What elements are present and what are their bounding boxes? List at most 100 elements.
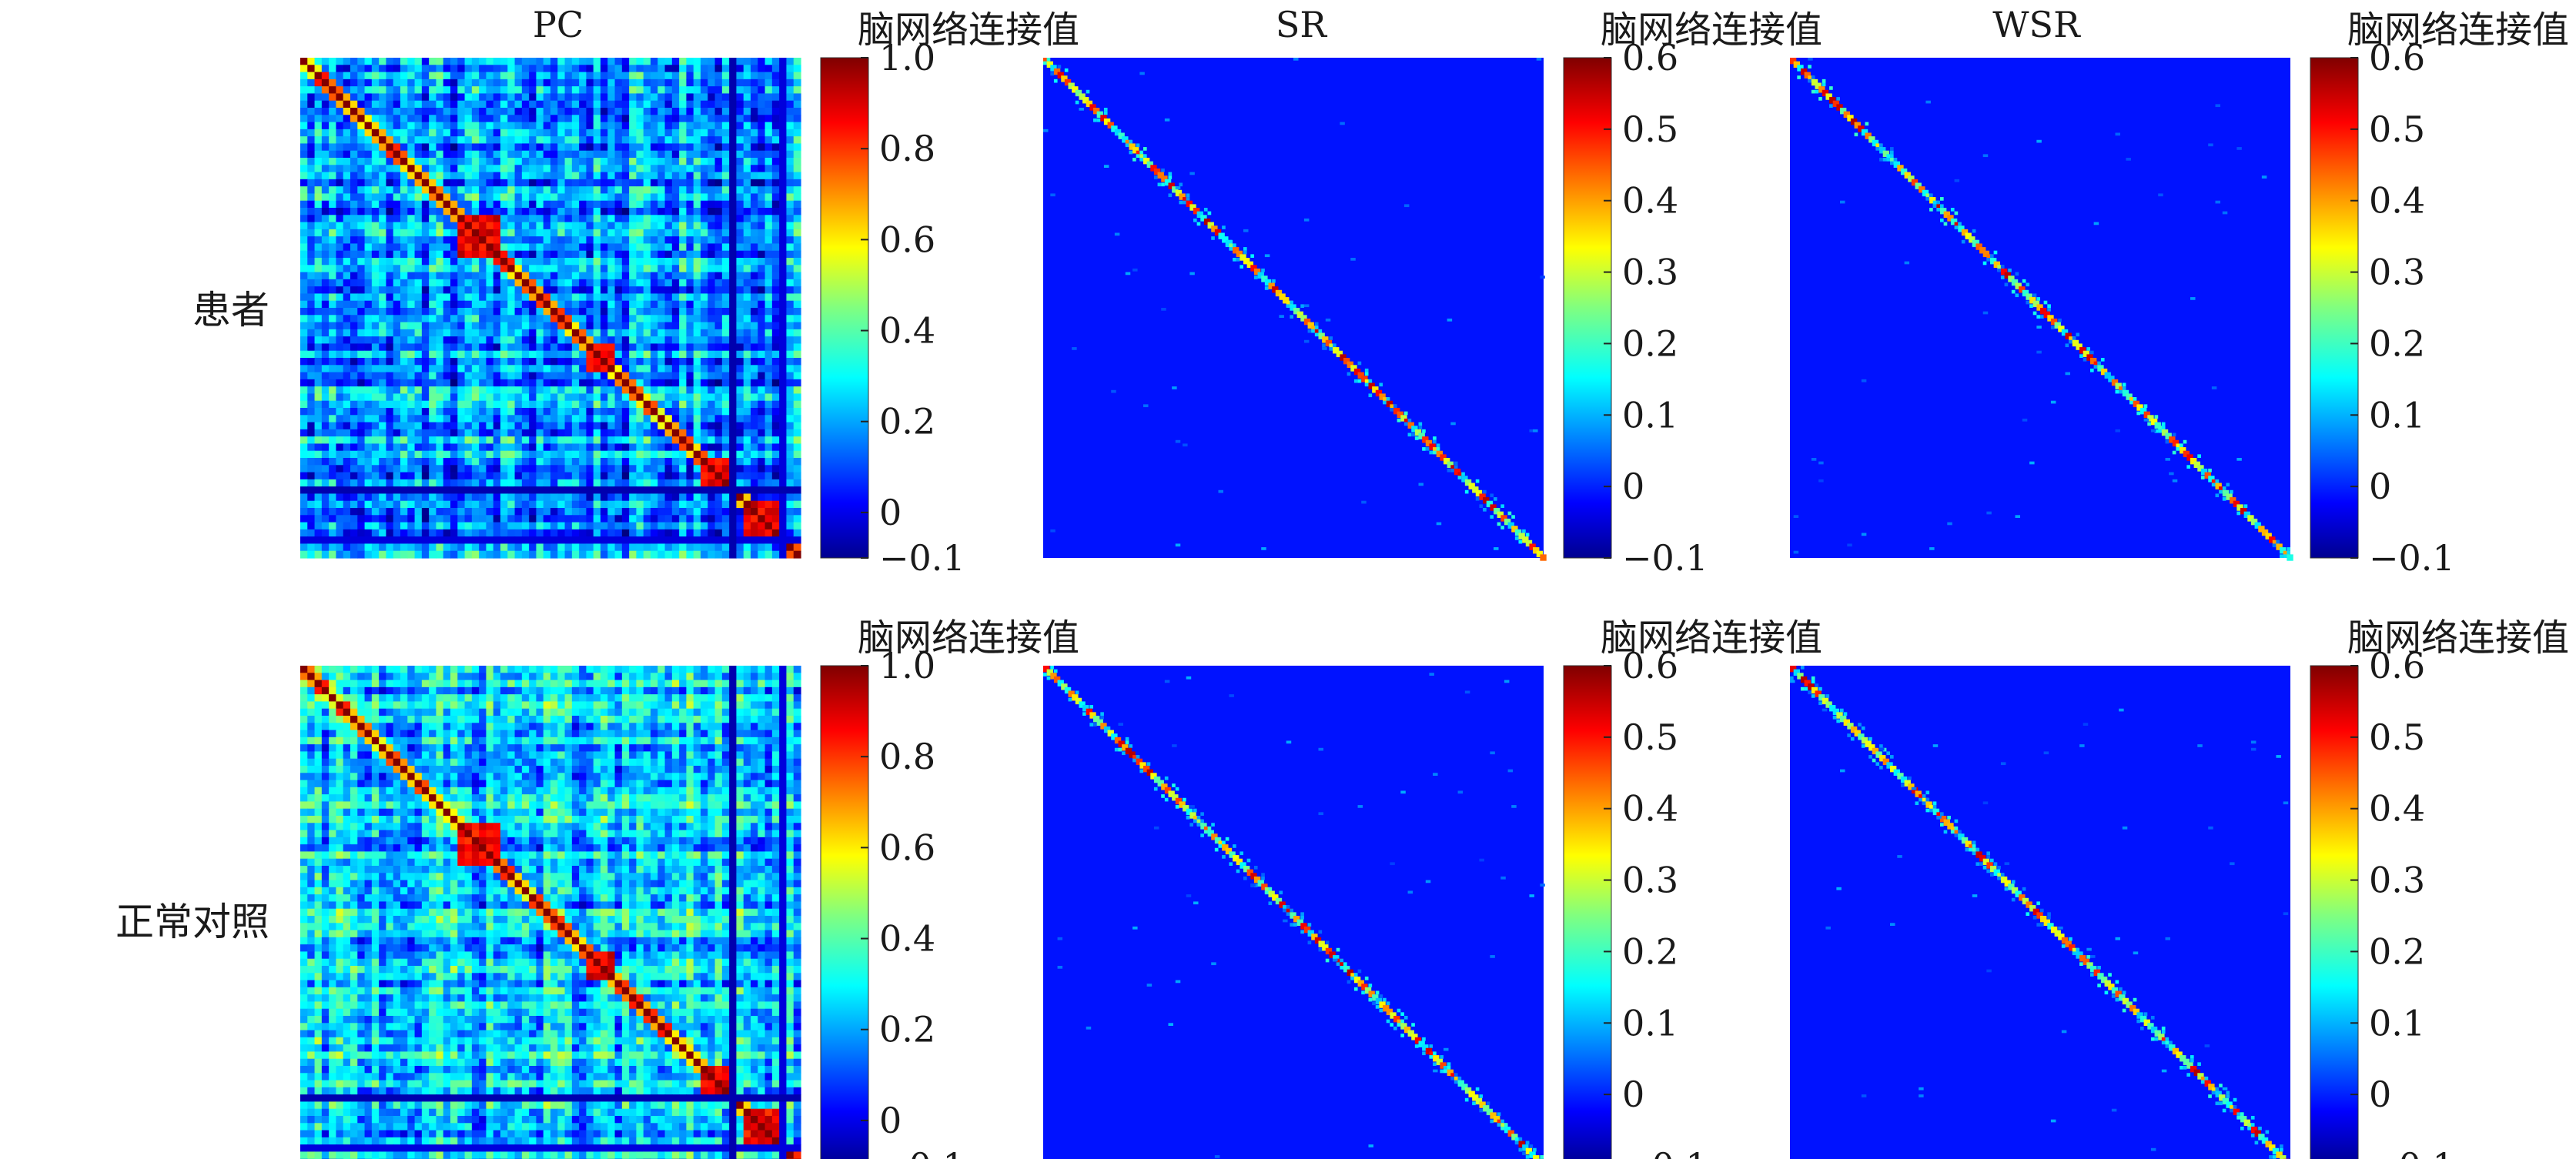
heatmap-cell — [758, 365, 766, 373]
heatmap-cell — [721, 429, 730, 437]
heatmap-cell — [507, 336, 516, 345]
heatmap-cell — [343, 136, 351, 145]
heatmap-cell — [536, 543, 544, 552]
heatmap-cell — [579, 158, 587, 165]
heatmap-cell — [529, 93, 537, 102]
heatmap-cell — [607, 393, 616, 402]
heatmap-cell — [543, 386, 551, 395]
heatmap-cell — [429, 115, 437, 123]
heatmap-cell — [300, 165, 308, 173]
heatmap-cell — [664, 429, 673, 437]
heatmap-cell — [300, 265, 308, 273]
heatmap-cell — [550, 200, 558, 209]
heatmap-cell — [314, 243, 323, 252]
heatmap-cell — [571, 536, 580, 545]
heatmap-cell — [550, 393, 558, 402]
heatmap-cell — [536, 250, 544, 259]
heatmap-cell — [701, 78, 708, 87]
heatmap-cell — [751, 250, 758, 259]
heatmap-cell — [557, 550, 566, 559]
heatmap-cell — [521, 265, 530, 273]
heatmap-cell — [464, 236, 473, 245]
heatmap-cell — [729, 136, 738, 145]
heatmap-cell — [686, 165, 694, 173]
heatmap-cell — [571, 408, 580, 416]
heatmap-cell — [1179, 193, 1186, 200]
heatmap-cell — [493, 543, 501, 552]
heatmap-cell — [708, 115, 716, 123]
heatmap-cell — [601, 93, 608, 102]
heatmap-cell — [550, 465, 558, 473]
heatmap-cell — [721, 415, 730, 423]
heatmap-cell — [686, 336, 694, 345]
heatmap-cell — [343, 222, 351, 230]
heatmap-cell — [379, 336, 387, 345]
heatmap-cell — [364, 258, 373, 266]
heatmap-cell — [571, 179, 580, 187]
heatmap-cell — [314, 315, 323, 323]
heatmap-cell — [686, 243, 694, 252]
heatmap-cell — [607, 308, 616, 316]
heatmap-cell — [400, 243, 408, 252]
heatmap-cell — [386, 229, 394, 237]
heatmap-cell — [407, 343, 416, 352]
heatmap-cell — [336, 300, 344, 309]
heatmap-cell — [500, 115, 508, 123]
heatmap-cell — [400, 236, 408, 245]
heatmap-cell — [321, 536, 330, 545]
heatmap-cell — [407, 508, 416, 516]
heatmap-cell — [693, 179, 701, 187]
heatmap-cell — [436, 86, 444, 95]
heatmap-cell — [693, 400, 701, 409]
heatmap-cell — [1082, 97, 1089, 104]
heatmap-cell — [550, 108, 558, 115]
heatmap-cell — [457, 408, 466, 416]
heatmap-cell — [729, 522, 738, 530]
heatmap-cell — [529, 529, 537, 537]
heatmap-cell — [471, 250, 480, 259]
heatmap-cell — [471, 308, 480, 316]
heatmap-cell — [729, 450, 738, 459]
heatmap-cell — [536, 208, 544, 215]
heatmap-cell — [479, 415, 487, 423]
heatmap-cell — [529, 300, 537, 309]
heatmap-cell — [457, 336, 466, 345]
heatmap-cell — [771, 358, 780, 366]
heatmap-cell — [579, 472, 587, 480]
heatmap-cell — [321, 186, 330, 195]
heatmap-cell — [429, 343, 437, 352]
heatmap-cell — [607, 329, 616, 337]
heatmap-cell — [464, 472, 473, 480]
heatmap-cell — [500, 258, 508, 266]
heatmap-cell — [693, 415, 701, 423]
heatmap-cell — [651, 215, 658, 223]
heatmap-cell — [629, 393, 637, 402]
heatmap-cell — [758, 300, 766, 309]
heatmap-cell — [743, 400, 751, 409]
heatmap-cell — [336, 429, 344, 437]
heatmap-cell — [579, 250, 587, 259]
heatmap-cell — [601, 543, 608, 552]
heatmap-cell — [736, 450, 744, 459]
heatmap-cell — [343, 422, 351, 430]
heatmap-cell — [693, 529, 701, 537]
heatmap-cell — [450, 158, 458, 165]
heatmap-cell — [421, 543, 430, 552]
heatmap-cell — [307, 443, 316, 452]
heatmap-cell — [500, 343, 508, 352]
heatmap-cell — [429, 122, 437, 130]
heatmap-cell — [1179, 182, 1183, 187]
heatmap-cell — [708, 508, 716, 516]
heatmap-cell — [536, 158, 544, 165]
heatmap-cell — [471, 408, 480, 416]
heatmap-cell — [686, 86, 694, 95]
heatmap-cell — [414, 136, 423, 145]
heatmap-cell — [664, 350, 673, 359]
heatmap-cell — [671, 108, 680, 115]
heatmap-cell — [593, 422, 601, 430]
heatmap-cell — [379, 93, 387, 102]
heatmap-cell — [479, 458, 487, 466]
heatmap-cell — [586, 236, 594, 245]
heatmap-cell — [586, 129, 594, 137]
heatmap-cell — [671, 250, 680, 259]
